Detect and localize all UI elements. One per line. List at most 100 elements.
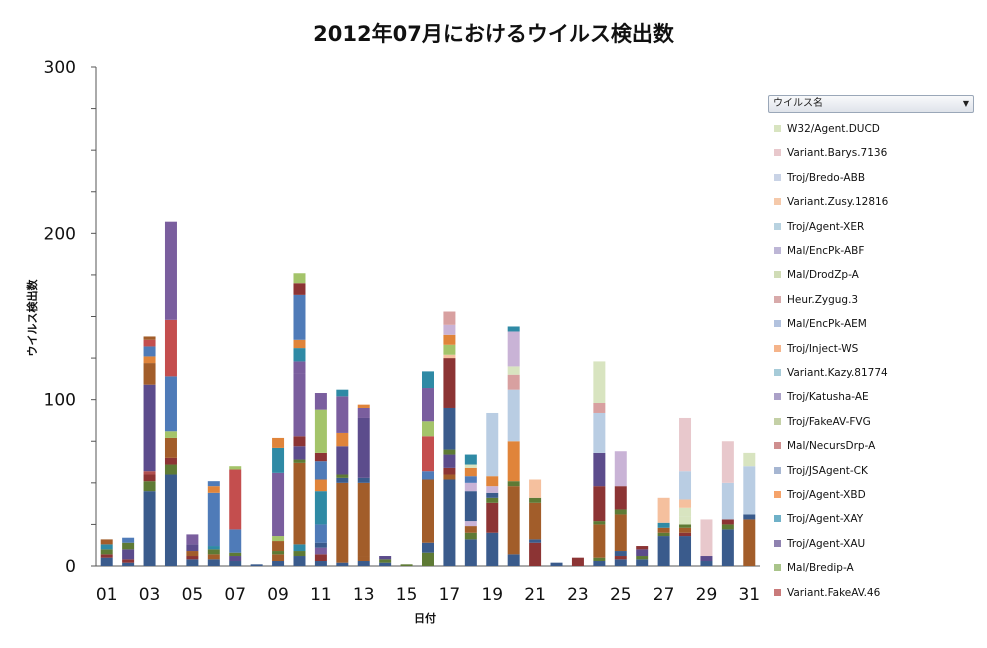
legend-filter-dropdown[interactable]: ウイルス名 ▼ — [768, 95, 974, 113]
bar-segment — [743, 466, 756, 515]
bar-segment — [486, 492, 499, 498]
bar-segment — [657, 532, 670, 537]
bar-segment — [464, 521, 477, 527]
bar-segment — [143, 481, 156, 492]
bar-segment — [443, 454, 456, 468]
bar-segment — [614, 509, 627, 515]
bar-segment — [164, 376, 177, 432]
legend-swatch — [774, 442, 781, 450]
bar-segment — [357, 556, 370, 562]
bar-segment — [293, 273, 306, 284]
legend-label: Troj/FakeAV-FVG — [787, 415, 871, 428]
bar-segment — [507, 486, 520, 555]
bar-segment — [550, 562, 563, 566]
bar-segment — [422, 542, 434, 553]
legend-item: Troj/Bredo-ABB — [774, 172, 865, 186]
bar-segment — [422, 388, 434, 422]
legend-item: Troj/Agent-XAU — [774, 538, 865, 552]
bar-segment — [293, 294, 306, 340]
legend-swatch — [774, 320, 781, 328]
bar-segment — [636, 546, 649, 550]
bar-segment — [186, 534, 199, 545]
bar-segment — [657, 527, 670, 533]
bar-segment — [657, 522, 670, 528]
bar-segment — [293, 459, 306, 463]
bar-segment — [379, 562, 392, 566]
legend-label: Troj/Inject-WS — [787, 342, 859, 355]
bar-segment — [336, 562, 349, 566]
bar-segment — [357, 477, 370, 483]
legend-item: W32/Agent.DUCD — [774, 123, 880, 137]
bar-segment — [422, 479, 434, 543]
bar-segment — [486, 497, 499, 503]
bar-segment — [314, 561, 327, 566]
legend-label: Troj/Agent-XAY — [787, 513, 864, 526]
bar-segment — [207, 492, 220, 547]
bar-segment — [164, 457, 177, 465]
bar-segment — [679, 532, 692, 537]
bar-segment — [721, 529, 734, 566]
bar-segment — [443, 324, 456, 335]
bar-segment — [443, 334, 456, 345]
legend-swatch — [774, 466, 781, 474]
bar-segment — [229, 561, 242, 566]
bar-segment — [721, 519, 734, 525]
bar-segment — [443, 344, 456, 355]
bar-segment — [314, 524, 327, 543]
legend-label: Troj/Agent-XAU — [787, 537, 866, 550]
bar-segment — [164, 319, 177, 377]
legend-swatch — [774, 515, 781, 523]
bar-segment — [529, 539, 542, 543]
legend-label: Troj/JSAgent-CK — [787, 464, 868, 477]
chevron-down-icon[interactable]: ▼ — [962, 99, 969, 108]
bar-segment — [636, 559, 649, 566]
bar-segment — [507, 389, 520, 442]
bar-segment — [293, 551, 306, 557]
bar-segment — [336, 389, 349, 397]
legend-item: Variant.Barys.7136 — [774, 147, 887, 161]
legend-swatch — [774, 198, 781, 206]
bar-segment — [272, 437, 285, 448]
bar-segment — [443, 407, 456, 450]
legend-item: Mal/DrodZp-A — [774, 269, 859, 283]
bar-segment — [336, 477, 349, 483]
bar-segment — [593, 402, 606, 413]
bar-segment — [743, 519, 756, 566]
bar-segment — [314, 554, 327, 562]
bar-segment — [143, 356, 156, 364]
bar-segment — [272, 472, 285, 537]
x-tick-label: 05 — [182, 585, 204, 605]
x-tick-label: 31 — [738, 585, 760, 605]
bar-segment — [272, 554, 285, 562]
bar-segment — [207, 559, 220, 566]
bar-segment — [293, 373, 306, 437]
bar-segment — [486, 486, 499, 493]
bar-segment — [486, 412, 499, 477]
legend: ウイルス名 ▼ W32/Agent.DUCD Variant.Barys.7136… — [768, 95, 974, 599]
chart-title: 2012年07月におけるウイルス検出数 — [313, 22, 674, 46]
bar-segment — [507, 326, 520, 332]
y-tick-label: 100 — [44, 391, 76, 411]
bar-segment — [357, 404, 370, 408]
bar-segment — [743, 452, 756, 467]
legend-label: Variant.Barys.7136 — [787, 147, 888, 160]
legend-item: Troj/Katusha-AE — [774, 391, 869, 405]
bar-segment — [636, 556, 649, 560]
bar-segment — [272, 551, 285, 555]
bar-segment — [486, 476, 499, 487]
legend-swatch — [774, 491, 781, 498]
bar-segment — [357, 417, 370, 478]
bar-segment — [314, 547, 327, 555]
bar-segment — [657, 497, 670, 523]
bar-segment — [721, 524, 734, 530]
bar-segment — [186, 551, 199, 557]
bar-segment — [122, 562, 135, 566]
bar-segment — [143, 346, 156, 357]
x-tick-label: 25 — [610, 585, 632, 605]
bar-segment — [207, 486, 220, 493]
bar-segment — [464, 532, 477, 540]
x-tick-label: 17 — [439, 585, 461, 605]
legend-item: Troj/Agent-XER — [774, 221, 864, 235]
bar-segment — [507, 481, 520, 487]
legend-swatch — [774, 247, 781, 254]
